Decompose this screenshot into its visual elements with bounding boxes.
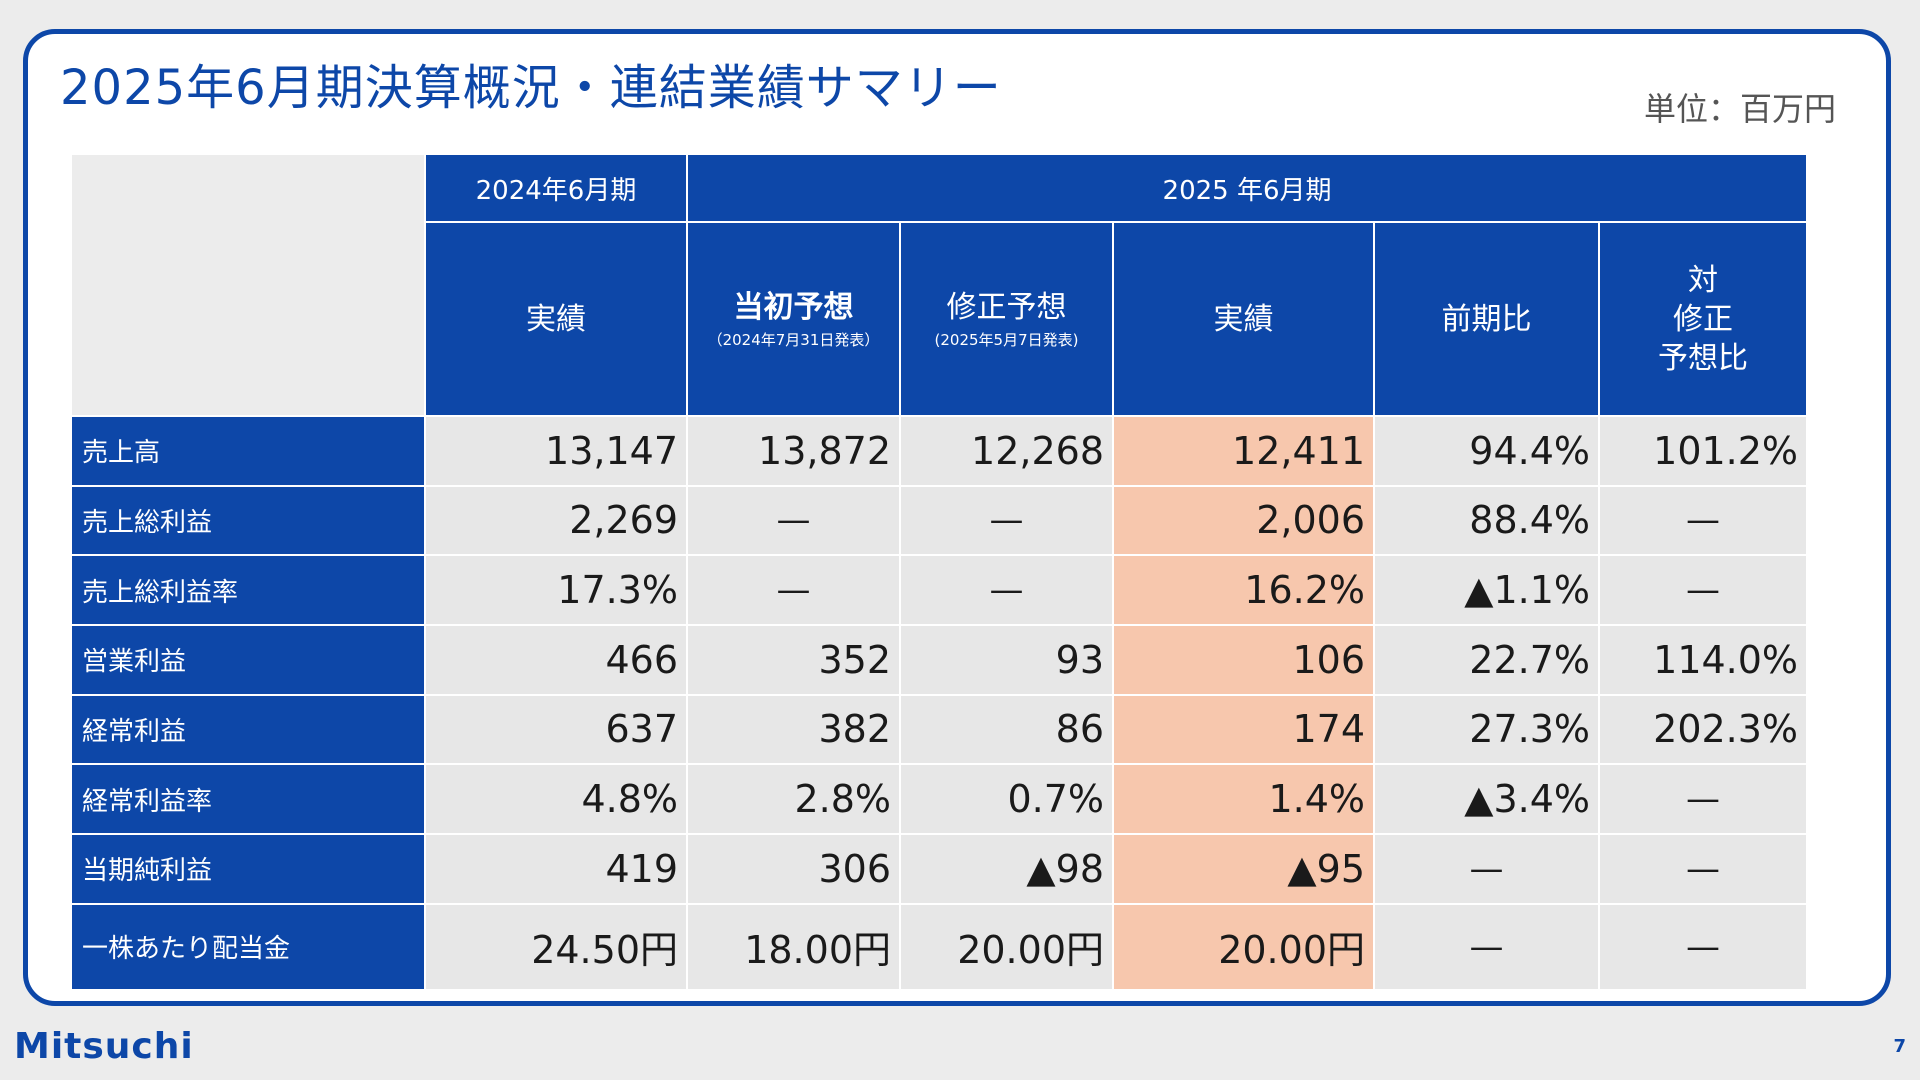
row-label: 売上総利益: [70, 484, 426, 557]
col-header-initial-forecast: 当初予想 （2024年7月31日発表）: [686, 221, 901, 417]
value-cell: —: [1597, 902, 1809, 992]
table-row: 経常利益 637 382 86 174 27.3% 202.3%: [70, 693, 1809, 766]
value-cell: 88.4%: [1373, 484, 1600, 557]
table-row: 営業利益 466 352 93 106 22.7% 114.0%: [70, 623, 1809, 696]
value-cell: 4.8%: [424, 763, 688, 835]
value-cell: 306: [686, 832, 901, 905]
value-cell: 637: [424, 693, 688, 766]
table-row: 売上総利益率 17.3% — —16.2% ▲1.1% —: [70, 554, 1809, 626]
value-cell: —: [1597, 554, 1809, 626]
value-cell: —: [1597, 763, 1809, 835]
page-number: 7: [1893, 1036, 1906, 1057]
col-header-label: 当初予想: [733, 289, 854, 325]
value-cell: 86: [899, 693, 1114, 766]
row-label: 売上高: [70, 415, 426, 487]
row-label: 当期純利益: [70, 832, 426, 905]
value-cell: ▲95: [1112, 832, 1375, 905]
value-cell: 20.00円: [1112, 902, 1375, 992]
value-cell: 18.00円: [686, 902, 901, 992]
row-label: 経常利益率: [70, 763, 426, 835]
value-cell: 13,872: [686, 415, 901, 487]
row-label: 売上総利益率: [70, 554, 426, 626]
value-cell: 1.4%: [1112, 763, 1375, 835]
company-logo: Mitsuchi: [14, 1026, 194, 1067]
col-header-vs-revised: 対 修正 予想比: [1597, 221, 1809, 417]
value-cell: —: [899, 554, 1114, 626]
value-cell: 419: [424, 832, 688, 905]
table-row: 当期純利益 419 306 ▲98 ▲95— —: [70, 832, 1809, 905]
col-header-curr-actual: 実績: [1112, 221, 1375, 417]
value-cell: 101.2%: [1597, 415, 1809, 487]
col-header-label: 修正予想: [946, 289, 1067, 325]
col-header-revised-forecast: 修正予想 (2025年5月7日発表): [899, 221, 1114, 417]
value-cell: 2,269: [424, 484, 688, 557]
value-cell: ▲3.4%: [1373, 763, 1600, 835]
column-header-row: 実績 当初予想 （2024年7月31日発表） 修正予想 (2025年5月7日発表…: [71, 221, 1809, 417]
value-cell: 27.3%: [1373, 693, 1600, 766]
col-header-label: 実績: [1213, 301, 1274, 337]
col-header-label: 前期比: [1441, 301, 1532, 337]
value-cell: 17.3%: [424, 554, 688, 626]
value-cell: 13,147: [424, 415, 688, 487]
row-label: 一株あたり配当金: [70, 902, 426, 992]
period-curr-header: 2025 年6月期: [685, 153, 1809, 223]
value-cell: 106: [1112, 623, 1375, 696]
value-cell: 202.3%: [1597, 693, 1809, 766]
value-cell: —: [1597, 484, 1809, 557]
value-cell: 382: [686, 693, 901, 766]
period-header-row: 2024年6月期 2025 年6月期: [70, 153, 1809, 417]
value-cell: 114.0%: [1597, 623, 1809, 696]
value-cell: 2.8%: [686, 763, 901, 835]
unit-label: 単位：百万円: [1643, 90, 1836, 128]
table-row: 経常利益率 4.8% 2.8% 0.7% 1.4% ▲3.4% —: [70, 763, 1809, 835]
value-cell: ▲1.1%: [1373, 554, 1600, 626]
table-body: 売上高 13,147 13,872 12,268 12,411 94.4% 101.2% 売上…: [70, 415, 1809, 992]
value-cell: 24.50円: [424, 902, 688, 992]
value-cell: 12,268: [899, 415, 1114, 487]
value-cell: 94.4%: [1373, 415, 1600, 487]
value-cell: 174: [1112, 693, 1375, 766]
value-cell: 22.7%: [1373, 623, 1600, 696]
row-label: 営業利益: [70, 623, 426, 696]
value-cell: 12,411: [1112, 415, 1375, 487]
value-cell: —: [899, 484, 1114, 557]
page-title: 2025年6月期決算概況・連結業績サマリー: [60, 60, 1002, 116]
value-cell: —: [1373, 902, 1600, 992]
value-cell: 2,006: [1112, 484, 1375, 557]
table-row: 売上高 13,147 13,872 12,268 12,411 94.4% 101.2%: [70, 415, 1809, 487]
corner-cell: [70, 153, 426, 417]
col-header-note: (2025年5月7日発表): [934, 330, 1079, 349]
row-label: 経常利益: [70, 693, 426, 766]
col-header-label: 実績: [526, 301, 586, 337]
value-cell: —: [1597, 832, 1809, 905]
value-cell: —: [686, 484, 901, 557]
value-cell: 0.7%: [899, 763, 1114, 835]
period-prev-header: 2024年6月期: [424, 153, 688, 223]
value-cell: —: [686, 554, 901, 626]
value-cell: 93: [899, 623, 1114, 696]
col-header-yoy: 前期比: [1373, 221, 1600, 417]
col-header-prev-actual: 実績: [424, 221, 688, 417]
col-header-label: 対 修正 予想比: [1658, 262, 1749, 376]
table-row: 売上総利益 2,269— —2,006 88.4% —: [70, 484, 1809, 557]
value-cell: ▲98: [899, 832, 1114, 905]
value-cell: 466: [424, 623, 688, 696]
value-cell: —: [1373, 832, 1600, 905]
results-table: 2024年6月期 2025 年6月期 実績 当初予想 （2024年7月31日発表…: [70, 153, 1809, 992]
col-header-note: （2024年7月31日発表）: [707, 330, 880, 349]
table-row: 一株あたり配当金 24.50円 18.00円 20.00円 20.00円 — —: [70, 902, 1809, 992]
value-cell: 20.00円: [899, 902, 1114, 992]
value-cell: 16.2%: [1112, 554, 1375, 626]
value-cell: 352: [686, 623, 901, 696]
